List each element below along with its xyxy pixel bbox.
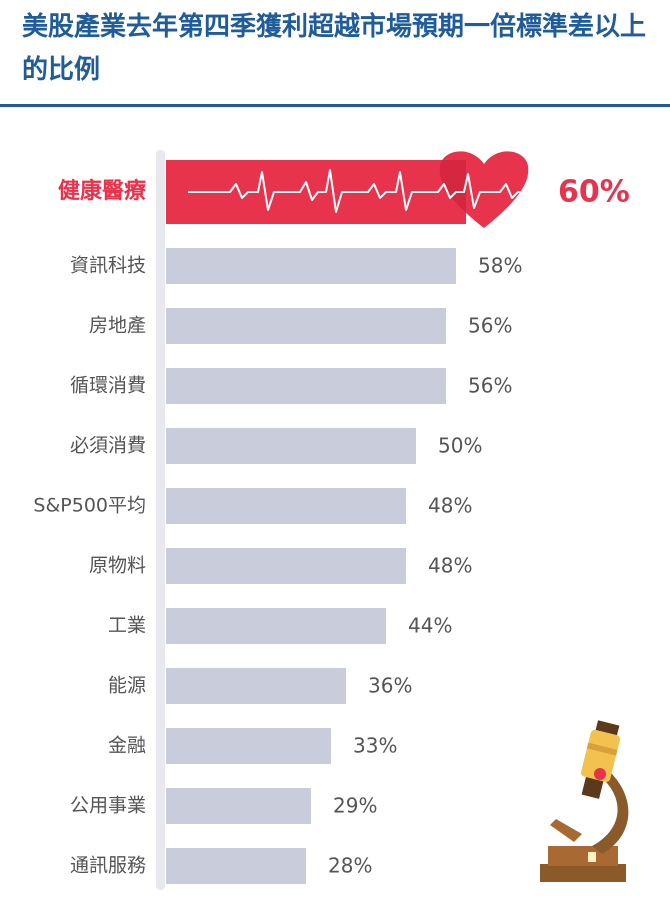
value-label-3: 56% [468,374,512,398]
category-label-3: 循環消費 [70,375,146,397]
microscope-icon [540,720,629,882]
value-label-1: 58% [478,254,522,278]
value-label-10: 29% [333,794,377,818]
bar-6 [166,548,406,584]
value-label-6: 48% [428,554,472,578]
category-label-7: 工業 [108,615,146,637]
bar-8 [166,668,346,704]
bar-7 [166,608,386,644]
bar-3 [166,368,446,404]
bar-9 [166,728,331,764]
bar-11 [166,848,306,884]
bar-2 [166,308,446,344]
value-label-9: 33% [353,734,397,758]
category-label-6: 原物料 [89,555,146,577]
category-label-8: 能源 [108,675,146,697]
bar-1 [166,248,456,284]
heartbeat-line-icon [188,169,530,213]
value-label-5: 48% [428,494,472,518]
category-label-9: 金融 [108,735,146,757]
value-label-2: 56% [468,314,512,338]
bar-4 [166,428,416,464]
chart-title: 美股產業去年第四季獲利超越市場預期一倍標準差以上的比例 [22,12,647,85]
title-divider [0,104,670,107]
category-label-10: 公用事業 [70,795,146,817]
value-label-0: 60% [558,175,630,210]
value-label-4: 50% [438,434,482,458]
bar-5 [166,488,406,524]
category-label-0: 健康醫療 [58,178,146,204]
category-label-1: 資訊科技 [70,255,146,277]
category-label-11: 通訊服務 [70,855,146,877]
value-label-11: 28% [328,854,372,878]
category-label-5: S&P500平均 [33,495,146,517]
value-label-8: 36% [368,674,412,698]
category-label-2: 房地產 [89,315,146,337]
category-label-4: 必須消費 [70,435,146,457]
bar-10 [166,788,311,824]
axis-line [156,150,165,890]
value-label-7: 44% [408,614,452,638]
